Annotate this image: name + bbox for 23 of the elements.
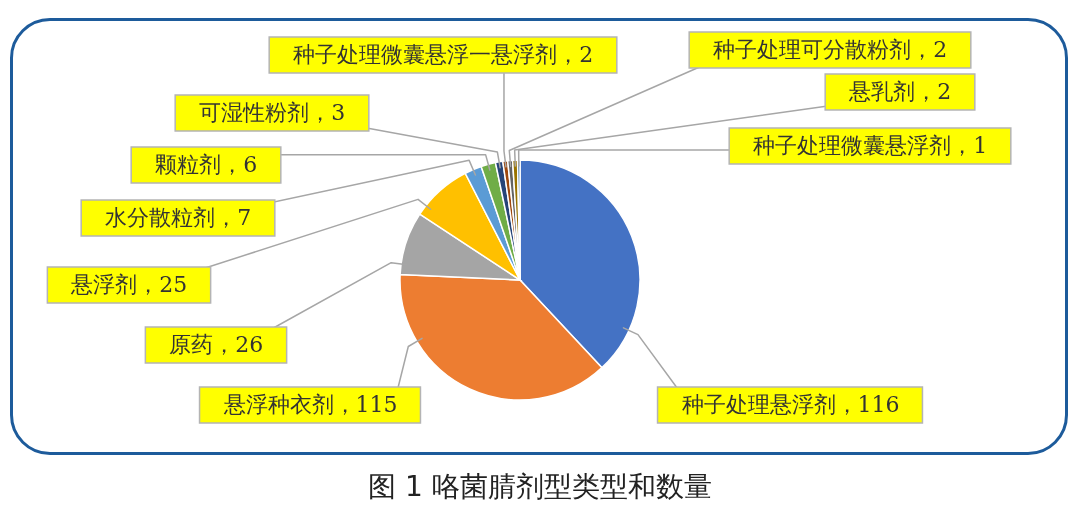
slice-label: 悬浮剂 bbox=[70, 272, 138, 297]
data-label: ，26 bbox=[213, 332, 264, 357]
slice-label: 种子处理微囊悬浮一悬浮剂 bbox=[293, 42, 558, 67]
data-label: ，116 bbox=[835, 392, 900, 417]
slice-label: 颗粒剂 bbox=[155, 152, 222, 177]
data-label: ，25 bbox=[137, 272, 188, 297]
data-label: ，2 bbox=[915, 79, 952, 104]
data-label: ，7 bbox=[215, 205, 252, 230]
slice-label: 悬浮种衣剂 bbox=[222, 392, 334, 417]
slice-label: 种子处理悬浮剂 bbox=[681, 392, 836, 417]
slice-label: 种子处理微囊悬浮剂 bbox=[753, 133, 952, 158]
slice-label: 原药 bbox=[169, 332, 214, 357]
data-label: ，115 bbox=[333, 392, 398, 417]
data-label: ，3 bbox=[309, 100, 346, 125]
text: 图 1 咯菌腈剂型类型和数量 bbox=[368, 470, 712, 503]
data-label: ，2 bbox=[557, 42, 594, 67]
data-label: ，6 bbox=[221, 152, 258, 177]
slice-label: 悬乳剂 bbox=[848, 79, 916, 104]
slice-label: 可湿性粉剂 bbox=[199, 100, 310, 125]
slice-label: 水分散粒剂 bbox=[105, 205, 216, 230]
data-label: ，2 bbox=[911, 37, 948, 62]
slice-label: 种子处理可分散粉剂 bbox=[713, 37, 912, 62]
data-label: ，1 bbox=[951, 133, 988, 158]
